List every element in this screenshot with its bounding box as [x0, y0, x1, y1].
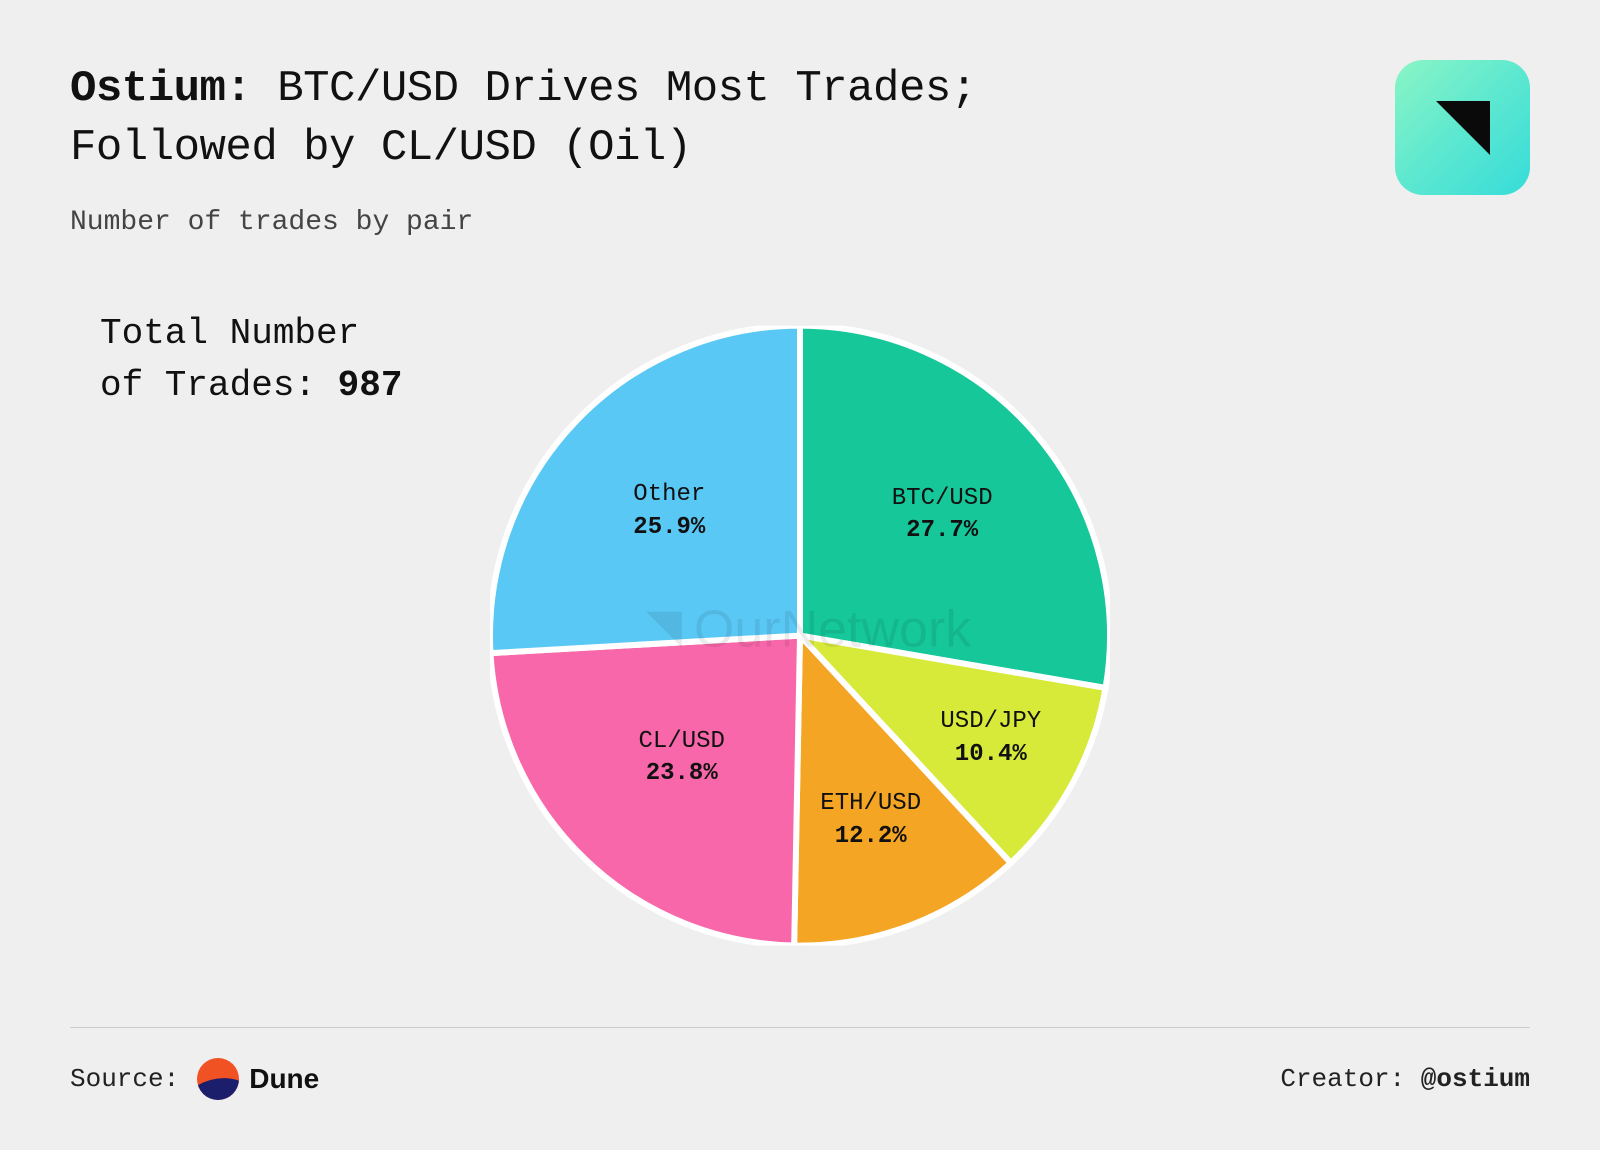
title-bold: Ostium:: [70, 64, 251, 114]
slice-label: USD/JPY10.4%: [940, 706, 1041, 771]
source-label: Source:: [70, 1064, 179, 1094]
pie-chart: BTC/USD27.7% USD/JPY10.4% ETH/USD12.2% CL/U…: [490, 325, 1110, 945]
slice-label: ETH/USD12.2%: [820, 788, 921, 853]
total-line-2-prefix: of Trades:: [100, 365, 338, 406]
total-trades-label: Total Number of Trades: 987: [100, 308, 402, 412]
chart-area: Total Number of Trades: 987 BTC/USD27.7%…: [70, 298, 1530, 998]
creator-handle: @ostium: [1421, 1064, 1530, 1094]
total-value: 987: [338, 365, 403, 406]
total-line-1: Total Number: [100, 313, 359, 354]
source-group: Source: Dune: [70, 1058, 319, 1100]
creator-label: Creator:: [1280, 1064, 1420, 1094]
source-name: Dune: [249, 1063, 319, 1095]
subtitle: Number of trades by pair: [70, 207, 1170, 238]
slice-label: BTC/USD27.7%: [892, 483, 993, 548]
brand-logo-icon: [1428, 93, 1498, 163]
page-title: Ostium: BTC/USD Drives Most Trades; Foll…: [70, 60, 1170, 179]
header: Ostium: BTC/USD Drives Most Trades; Foll…: [70, 60, 1530, 238]
creator-group: Creator: @ostium: [1280, 1064, 1530, 1094]
title-block: Ostium: BTC/USD Drives Most Trades; Foll…: [70, 60, 1170, 238]
pie-svg: [490, 325, 1110, 945]
footer: Source: Dune Creator: @ostium: [70, 1027, 1530, 1100]
dune-logo: Dune: [197, 1058, 319, 1100]
dune-icon: [197, 1058, 239, 1100]
slice-label: CL/USD23.8%: [639, 726, 725, 791]
slice-label: Other25.9%: [633, 479, 705, 544]
brand-logo: [1395, 60, 1530, 195]
